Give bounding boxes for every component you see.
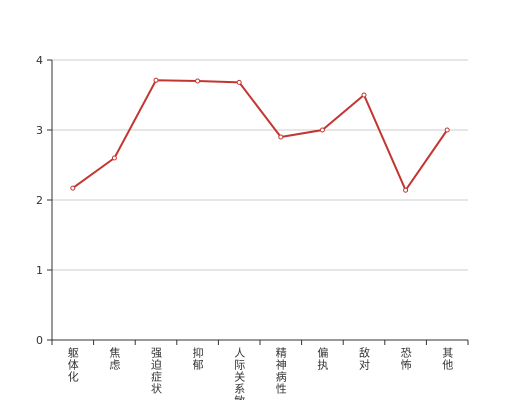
y-tick-label: 3 xyxy=(36,124,43,137)
x-tick-label: 恐怖 xyxy=(399,347,412,371)
point xyxy=(278,134,284,140)
x-tick-label: 焦虑 xyxy=(108,347,121,371)
x-tick-label: 强迫症状 xyxy=(150,347,163,395)
x-tick-label: 抑郁 xyxy=(191,346,204,371)
x-tick-label: 其他 xyxy=(441,347,454,371)
point xyxy=(403,187,409,193)
x-tick-label: 躯体化 xyxy=(66,347,79,383)
point xyxy=(319,127,325,133)
x-tick-label: 人际关系敏感 xyxy=(233,347,246,400)
x-tick-label: 精神病性 xyxy=(274,347,287,395)
y-tick-label: 4 xyxy=(36,54,43,67)
point xyxy=(236,79,242,85)
line xyxy=(72,79,449,193)
point xyxy=(444,127,450,133)
y-tick-label: 2 xyxy=(36,194,43,207)
point xyxy=(111,155,117,161)
y-tick-label: 0 xyxy=(36,334,43,347)
point xyxy=(361,92,367,98)
x-tick-label: 敌对 xyxy=(358,346,371,371)
x-tick-label: 偏执 xyxy=(316,346,329,371)
point xyxy=(70,185,76,191)
y-tick-label: 1 xyxy=(36,264,43,277)
point xyxy=(153,77,159,83)
point xyxy=(195,78,201,84)
